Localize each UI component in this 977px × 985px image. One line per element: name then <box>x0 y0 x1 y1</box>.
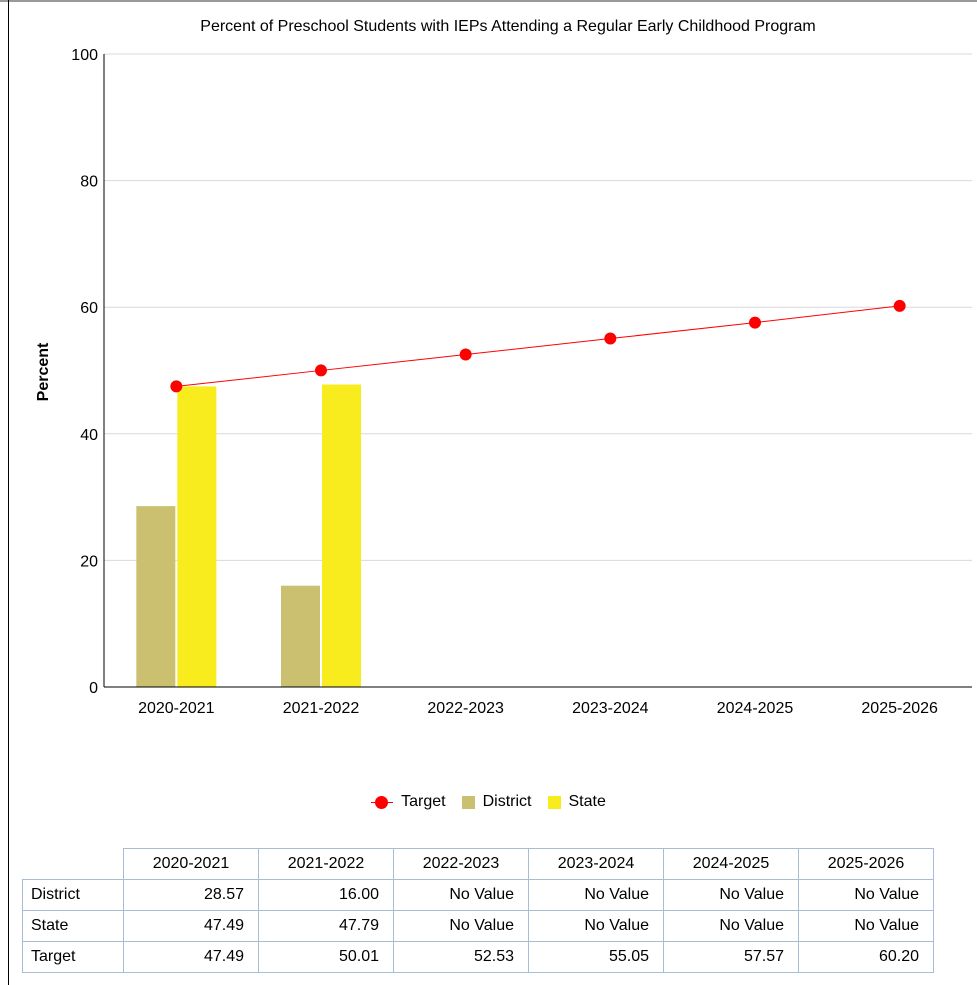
column-header: 2020-2021 <box>124 849 259 880</box>
chart-plot: Percent of Preschool Students with IEPs … <box>0 0 977 780</box>
table-cell: 52.53 <box>394 942 529 973</box>
table-corner <box>23 849 124 880</box>
y-tick-label: 60 <box>80 300 98 317</box>
table-header-row: 2020-2021 2021-2022 2022-2023 2023-2024 … <box>23 849 934 880</box>
y-axis-label: Percent <box>35 342 52 401</box>
legend-label: District <box>483 793 532 811</box>
x-tick-label: 2020-2021 <box>138 700 215 717</box>
legend-district-swatch <box>462 796 475 809</box>
target-point[interactable] <box>460 348 472 360</box>
y-tick-label: 100 <box>71 47 98 64</box>
table-cell: 47.49 <box>124 911 259 942</box>
y-tick-label: 80 <box>80 174 98 191</box>
table-cell: 57.57 <box>664 942 799 973</box>
legend-target-marker <box>371 796 393 809</box>
legend-item-district[interactable]: District <box>462 793 532 811</box>
target-point[interactable] <box>604 333 616 345</box>
target-line-path <box>176 306 899 386</box>
legend-state-swatch <box>548 796 561 809</box>
chart-title: Percent of Preschool Students with IEPs … <box>200 18 815 35</box>
column-header: 2021-2022 <box>259 849 394 880</box>
legend: Target District State <box>0 788 977 816</box>
bars <box>136 384 361 687</box>
table-cell: 28.57 <box>124 880 259 911</box>
table-cell: 47.49 <box>124 942 259 973</box>
y-tick-label: 20 <box>80 553 98 570</box>
row-label: Target <box>23 942 124 973</box>
bar-state[interactable] <box>177 386 216 687</box>
table-cell: No Value <box>529 911 664 942</box>
target-point[interactable] <box>749 317 761 329</box>
legend-label: Target <box>401 793 445 811</box>
table-cell: No Value <box>664 880 799 911</box>
table-cell: No Value <box>529 880 664 911</box>
bar-district[interactable] <box>281 586 320 687</box>
x-tick-label: 2023-2024 <box>572 700 649 717</box>
y-tick-label: 0 <box>89 680 98 697</box>
table-cell: No Value <box>394 880 529 911</box>
table-cell: 55.05 <box>529 942 664 973</box>
target-point[interactable] <box>894 300 906 312</box>
bar-state[interactable] <box>322 384 361 687</box>
table-cell: 60.20 <box>799 942 934 973</box>
target-point[interactable] <box>315 364 327 376</box>
table-cell: No Value <box>394 911 529 942</box>
x-tick-label: 2022-2023 <box>427 700 504 717</box>
table-cell: No Value <box>664 911 799 942</box>
data-table: 2020-2021 2021-2022 2022-2023 2023-2024 … <box>22 848 934 973</box>
table-cell: 50.01 <box>259 942 394 973</box>
gridlines <box>104 54 972 560</box>
legend-label: State <box>569 793 606 811</box>
legend-item-target[interactable]: Target <box>371 793 445 811</box>
table-row-state: State 47.49 47.79 No Value No Value No V… <box>23 911 934 942</box>
x-tick-label: 2021-2022 <box>283 700 360 717</box>
table-row-target: Target 47.49 50.01 52.53 55.05 57.57 60.… <box>23 942 934 973</box>
target-point[interactable] <box>170 380 182 392</box>
row-label: State <box>23 911 124 942</box>
column-header: 2024-2025 <box>664 849 799 880</box>
table-cell: 16.00 <box>259 880 394 911</box>
table-cell: 47.79 <box>259 911 394 942</box>
row-label: District <box>23 880 124 911</box>
table-row-district: District 28.57 16.00 No Value No Value N… <box>23 880 934 911</box>
target-line <box>170 300 905 392</box>
table-cell: No Value <box>799 880 934 911</box>
column-header: 2023-2024 <box>529 849 664 880</box>
column-header: 2022-2023 <box>394 849 529 880</box>
x-tick-label: 2024-2025 <box>717 700 794 717</box>
table-cell: No Value <box>799 911 934 942</box>
bar-district[interactable] <box>136 506 175 687</box>
legend-item-state[interactable]: State <box>548 793 606 811</box>
column-header: 2025-2026 <box>799 849 934 880</box>
x-tick-label: 2025-2026 <box>861 700 938 717</box>
y-tick-label: 40 <box>80 427 98 444</box>
